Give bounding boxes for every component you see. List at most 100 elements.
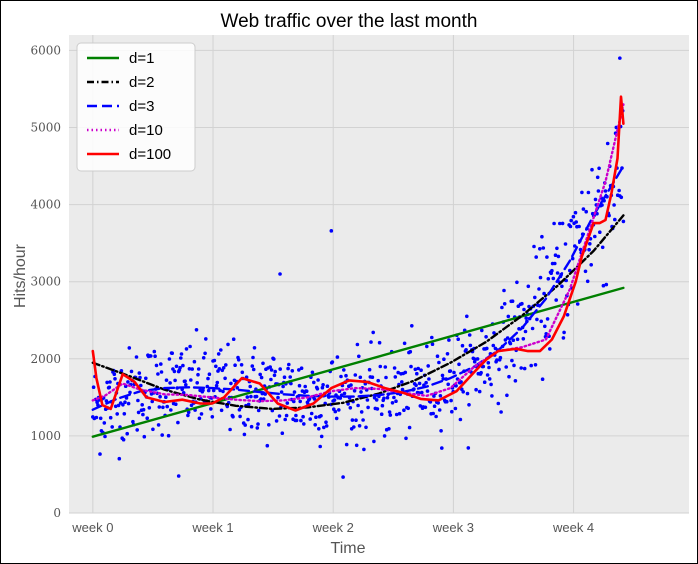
- data-point: [325, 384, 330, 389]
- data-point: [203, 351, 207, 356]
- data-point: [256, 422, 260, 426]
- data-point: [511, 338, 516, 343]
- data-point: [477, 389, 482, 394]
- data-point: [117, 456, 122, 461]
- data-point: [390, 401, 395, 405]
- x-tick-label: week 0: [71, 520, 113, 535]
- data-point: [512, 363, 516, 368]
- data-point: [178, 365, 182, 370]
- data-point: [235, 386, 240, 390]
- data-point: [342, 368, 346, 372]
- data-point: [254, 394, 259, 399]
- data-point: [383, 365, 388, 369]
- data-point: [446, 382, 451, 387]
- data-point: [530, 326, 535, 331]
- data-point: [243, 423, 247, 427]
- data-point: [252, 346, 257, 350]
- data-point: [380, 403, 385, 408]
- data-point: [339, 393, 344, 398]
- data-point: [487, 377, 492, 381]
- data-point: [249, 424, 254, 429]
- data-point: [289, 381, 293, 386]
- data-point: [217, 367, 222, 371]
- data-point: [621, 219, 626, 224]
- data-point: [583, 269, 588, 274]
- data-point: [166, 433, 171, 438]
- data-point: [142, 434, 147, 439]
- data-point: [312, 380, 316, 385]
- data-point: [497, 367, 501, 372]
- data-point: [448, 369, 453, 373]
- data-point: [445, 352, 450, 356]
- data-point: [308, 417, 313, 421]
- data-point: [365, 398, 370, 402]
- data-point: [573, 244, 577, 248]
- data-point: [474, 387, 478, 392]
- data-point: [524, 316, 528, 320]
- data-point: [125, 431, 129, 436]
- data-point: [409, 364, 413, 369]
- data-point: [465, 391, 470, 396]
- data-point: [436, 401, 441, 405]
- data-point: [400, 387, 405, 392]
- data-point: [136, 398, 140, 403]
- data-point: [460, 343, 465, 348]
- data-point: [239, 363, 244, 367]
- data-point: [170, 351, 174, 356]
- data-point: [320, 385, 325, 390]
- data-point: [131, 419, 135, 424]
- data-point: [520, 301, 524, 306]
- data-point: [427, 377, 431, 381]
- data-point: [598, 230, 602, 234]
- data-point: [505, 336, 510, 340]
- data-point: [506, 314, 511, 319]
- data-point: [392, 366, 397, 370]
- series-line-d-3: [91, 164, 625, 411]
- y-tick-label: 3000: [30, 275, 61, 289]
- data-point: [201, 388, 205, 393]
- x-axis-ticks: week 0 week 1 week 2 week 3 week 4: [71, 520, 594, 535]
- y-axis-ticks: 0 1000 2000 3000 4000 5000 6000: [30, 43, 61, 520]
- data-point: [450, 409, 454, 414]
- data-point: [169, 408, 173, 412]
- data-point: [581, 207, 586, 211]
- data-point: [233, 363, 237, 368]
- data-point: [197, 416, 202, 421]
- data-point: [186, 413, 190, 418]
- data-point: [372, 439, 376, 444]
- data-point: [159, 362, 163, 366]
- data-point: [541, 246, 546, 250]
- data-point: [201, 356, 206, 360]
- data-point: [141, 412, 145, 417]
- data-point: [490, 394, 494, 398]
- data-point: [593, 234, 597, 239]
- data-point: [504, 365, 509, 369]
- data-point: [299, 418, 303, 423]
- data-point: [189, 403, 194, 408]
- data-point: [418, 404, 423, 408]
- data-point: [265, 443, 270, 448]
- data-point: [521, 337, 526, 341]
- data-point: [283, 417, 288, 422]
- data-point: [352, 425, 356, 429]
- data-point: [425, 389, 430, 393]
- data-point: [600, 245, 605, 250]
- data-point: [461, 390, 466, 394]
- data-point: [400, 380, 404, 384]
- data-point: [529, 363, 533, 368]
- data-point: [612, 203, 616, 207]
- data-point: [207, 372, 212, 377]
- data-point: [426, 364, 431, 368]
- data-point: [337, 408, 341, 412]
- data-point: [526, 284, 531, 289]
- data-point: [385, 395, 390, 400]
- data-point: [261, 361, 265, 366]
- data-point: [366, 405, 370, 410]
- data-point: [268, 365, 273, 369]
- data-point: [108, 415, 113, 420]
- data-point: [467, 403, 471, 407]
- data-point: [206, 388, 211, 393]
- data-point: [560, 221, 565, 226]
- data-point: [510, 358, 514, 363]
- data-point: [316, 378, 320, 382]
